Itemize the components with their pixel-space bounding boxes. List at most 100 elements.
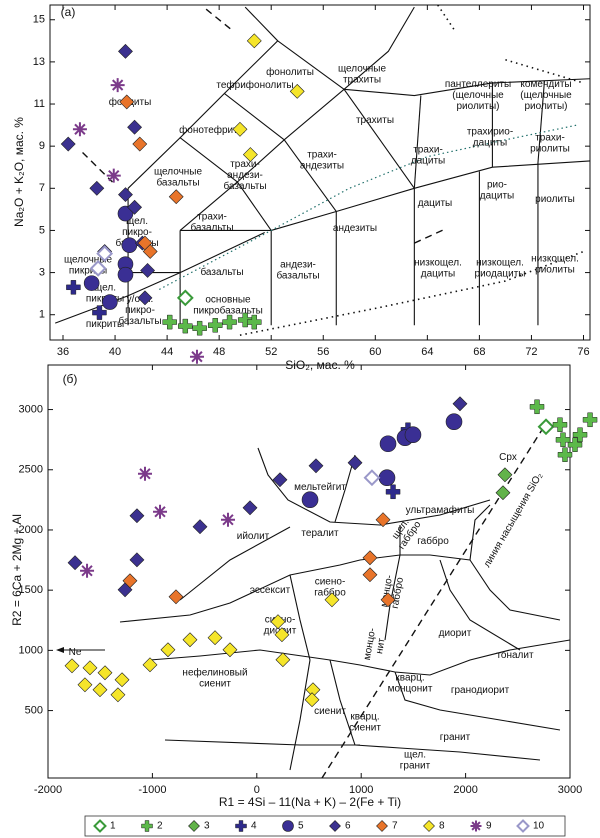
field-boundary <box>439 559 521 651</box>
field-boundary <box>55 232 265 324</box>
field-label-line: диорит <box>439 628 472 639</box>
y-tick-label: 7 <box>39 182 45 194</box>
field-boundary <box>289 574 311 661</box>
field-label-line: трахи- <box>535 132 565 143</box>
point <box>129 508 145 524</box>
field-label: монцо-габбро <box>378 574 405 610</box>
legend-label: 2 <box>157 821 163 832</box>
field-label-line: базальты <box>190 221 233 233</box>
point <box>80 563 95 578</box>
field-label: нефелиновый сиенит <box>182 666 247 689</box>
y-tick-label: 500 <box>25 704 43 716</box>
point <box>153 504 168 519</box>
point <box>192 320 207 336</box>
field-label-line: рио- <box>487 179 507 190</box>
point <box>66 280 81 295</box>
point <box>270 614 286 630</box>
field-label-line: ультрамафиты <box>406 504 475 516</box>
x-tick-label: 44 <box>161 346 173 358</box>
point <box>83 275 100 291</box>
field-boundary <box>384 525 401 641</box>
y-tick-label: 2000 <box>19 524 43 536</box>
field-label: базальты <box>200 266 243 278</box>
point <box>529 399 545 415</box>
field-label-line: щел. <box>126 216 148 227</box>
field-label-line: Ne <box>69 647 82 658</box>
point <box>378 469 396 487</box>
field-label-line: трахиты <box>343 74 381 85</box>
field-label-line: риолиты <box>530 143 570 154</box>
point <box>110 78 125 93</box>
field-label: рио-дациты <box>480 179 514 201</box>
legend-label: 4 <box>251 821 257 832</box>
point <box>220 512 235 527</box>
legend-marker <box>282 820 294 832</box>
point <box>495 485 511 501</box>
field-label-line: пикробазальты <box>193 304 263 316</box>
x-tick-label: 56 <box>317 346 329 358</box>
point <box>324 592 340 608</box>
field-boundary <box>343 6 415 90</box>
field-label-line: андезиты <box>333 223 377 234</box>
point <box>246 33 262 49</box>
field-boundary <box>159 124 578 290</box>
point <box>127 119 143 135</box>
field-boundary <box>354 744 541 761</box>
field-label-line: габбро <box>314 586 346 598</box>
point <box>119 94 135 110</box>
x-axis-label: R1 = 4Si – 11(Na + K) – 2(Fe + Ti) <box>219 795 401 809</box>
point <box>192 519 208 535</box>
field-label: щелочные трахиты <box>338 63 387 85</box>
field-label-line: Cpx <box>499 452 517 463</box>
panel-label: (a) <box>61 5 76 19</box>
field-label: андези-базальты <box>276 259 319 281</box>
x-tick-label: -1000 <box>138 784 166 796</box>
legend-label: 7 <box>392 821 398 832</box>
field-boundary <box>257 447 491 526</box>
field-label: монцо-нит <box>361 627 388 663</box>
field-label-line: андези- <box>280 259 316 270</box>
field-label: эссексит <box>250 585 291 596</box>
legend-marker <box>141 820 153 832</box>
field-label-line: щел. <box>404 749 426 760</box>
field-label: гранит <box>440 732 471 743</box>
field-boundary <box>394 671 561 731</box>
field-label: Ne <box>69 647 82 658</box>
point <box>379 435 397 453</box>
y-tick-label: 1000 <box>19 644 43 656</box>
point <box>222 642 238 658</box>
field-label-line: дациты <box>473 137 507 148</box>
field-label: щел. гранит <box>400 749 431 771</box>
field-label-line: трахи- <box>197 211 227 222</box>
point <box>137 290 153 306</box>
x-tick-label: 64 <box>421 346 433 358</box>
field-label-line: тералит <box>301 528 339 539</box>
field-label-line: сиенит <box>314 706 346 717</box>
legend-label: 9 <box>486 821 492 832</box>
point <box>274 627 290 643</box>
field-label-line: комендиты <box>520 79 571 90</box>
point <box>363 469 381 487</box>
point <box>114 672 130 688</box>
field-label-line: эссексит <box>250 585 291 596</box>
x-tick-label: 0 <box>254 784 260 796</box>
field-label: ультрамафиты <box>406 504 475 516</box>
field-label-line: базальты <box>156 176 199 188</box>
point <box>555 432 571 448</box>
field-label: фонолиты <box>266 66 314 78</box>
field-label-line: риолиты) <box>524 101 567 112</box>
field-label: трахирио-дациты <box>467 126 513 148</box>
field-label-line: тефрифонолиты <box>216 79 293 91</box>
field-label: трахи-андезиты <box>300 149 344 171</box>
field-boundary <box>437 4 457 33</box>
point <box>92 682 108 698</box>
legend-marker <box>423 820 435 832</box>
field-label-line: пикро- <box>125 305 155 316</box>
field-boundary <box>82 151 113 183</box>
y-tick-label: 3 <box>39 266 45 278</box>
point <box>168 589 184 605</box>
point <box>308 458 324 474</box>
field-boundary <box>329 659 356 746</box>
x-tick-label: 72 <box>525 346 537 358</box>
panel-label: (б) <box>63 372 78 386</box>
